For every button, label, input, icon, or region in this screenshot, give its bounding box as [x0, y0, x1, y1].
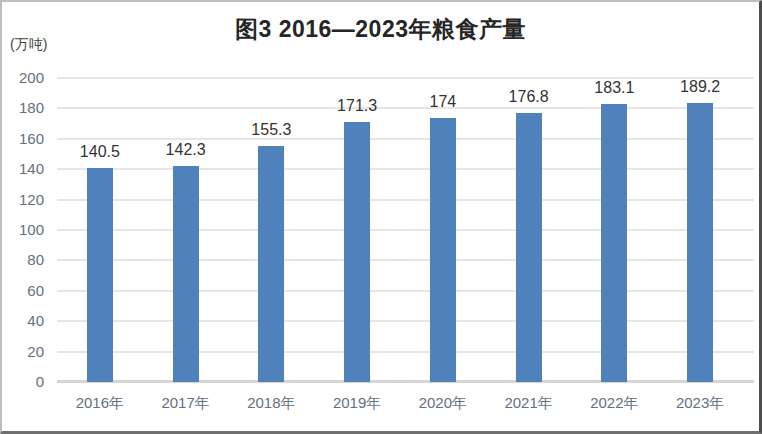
y-axis-unit-label: (万吨): [10, 36, 47, 54]
x-axis-tick-labels: 2016年2017年2018年2019年2020年2021年2022年2023年: [57, 394, 743, 413]
bar-2020年: [430, 118, 456, 383]
bar-2023年: [687, 103, 713, 382]
bar-series: 140.5 142.3 155.3 171.3 174 176.8 183.1 189.2: [57, 78, 743, 382]
x-tick-label-2016年: 2016年: [57, 394, 143, 413]
bar-group-2023年: 189.2: [657, 78, 743, 382]
bar-group-2020年: 174: [400, 78, 486, 382]
bar-group-2016年: 140.5: [57, 78, 143, 382]
bar-2016年: [87, 168, 113, 382]
x-tick-label-2022年: 2022年: [572, 394, 658, 413]
data-label-2018年: 155.3: [251, 121, 291, 139]
bar-group-2018年: 155.3: [229, 78, 315, 382]
y-tick-label-80: 80: [2, 251, 44, 268]
y-tick-label-140: 140: [2, 160, 44, 177]
data-label-2017年: 142.3: [166, 141, 206, 159]
bar-group-2022年: 183.1: [572, 78, 658, 382]
data-label-2016年: 140.5: [80, 143, 120, 161]
y-tick-label-60: 60: [2, 282, 44, 299]
bar-group-2019年: 171.3: [314, 78, 400, 382]
y-tick-label-160: 160: [2, 130, 44, 147]
y-tick-label-120: 120: [2, 191, 44, 208]
x-tick-label-2018年: 2018年: [229, 394, 315, 413]
bar-2022年: [601, 104, 627, 382]
x-tick-label-2017年: 2017年: [143, 394, 229, 413]
bar-group-2017年: 142.3: [143, 78, 229, 382]
bar-2018年: [258, 146, 284, 382]
bar-2019年: [344, 122, 370, 382]
y-tick-label-0: 0: [2, 373, 44, 390]
y-tick-label-200: 200: [2, 69, 44, 86]
x-tick-label-2023年: 2023年: [657, 394, 743, 413]
x-tick-label-2020年: 2020年: [400, 394, 486, 413]
data-label-2022年: 183.1: [594, 79, 634, 97]
data-label-2020年: 174: [430, 93, 457, 111]
chart-title: 图3 2016—2023年粮食产量: [2, 14, 759, 45]
y-tick-label-40: 40: [2, 312, 44, 329]
y-tick-label-100: 100: [2, 221, 44, 238]
x-tick-label-2019年: 2019年: [314, 394, 400, 413]
x-tick-label-2021年: 2021年: [486, 394, 572, 413]
bar-group-2021年: 176.8: [486, 78, 572, 382]
data-label-2021年: 176.8: [509, 88, 549, 106]
y-tick-label-180: 180: [2, 99, 44, 116]
chart-figure: 图3 2016—2023年粮食产量 (万吨) 0 20 40 60 80 100 120 14…: [0, 0, 762, 434]
y-tick-label-20: 20: [2, 343, 44, 360]
data-label-2019年: 171.3: [337, 97, 377, 115]
bar-2021年: [516, 113, 542, 382]
bar-2017年: [173, 166, 199, 382]
data-label-2023年: 189.2: [680, 78, 720, 96]
